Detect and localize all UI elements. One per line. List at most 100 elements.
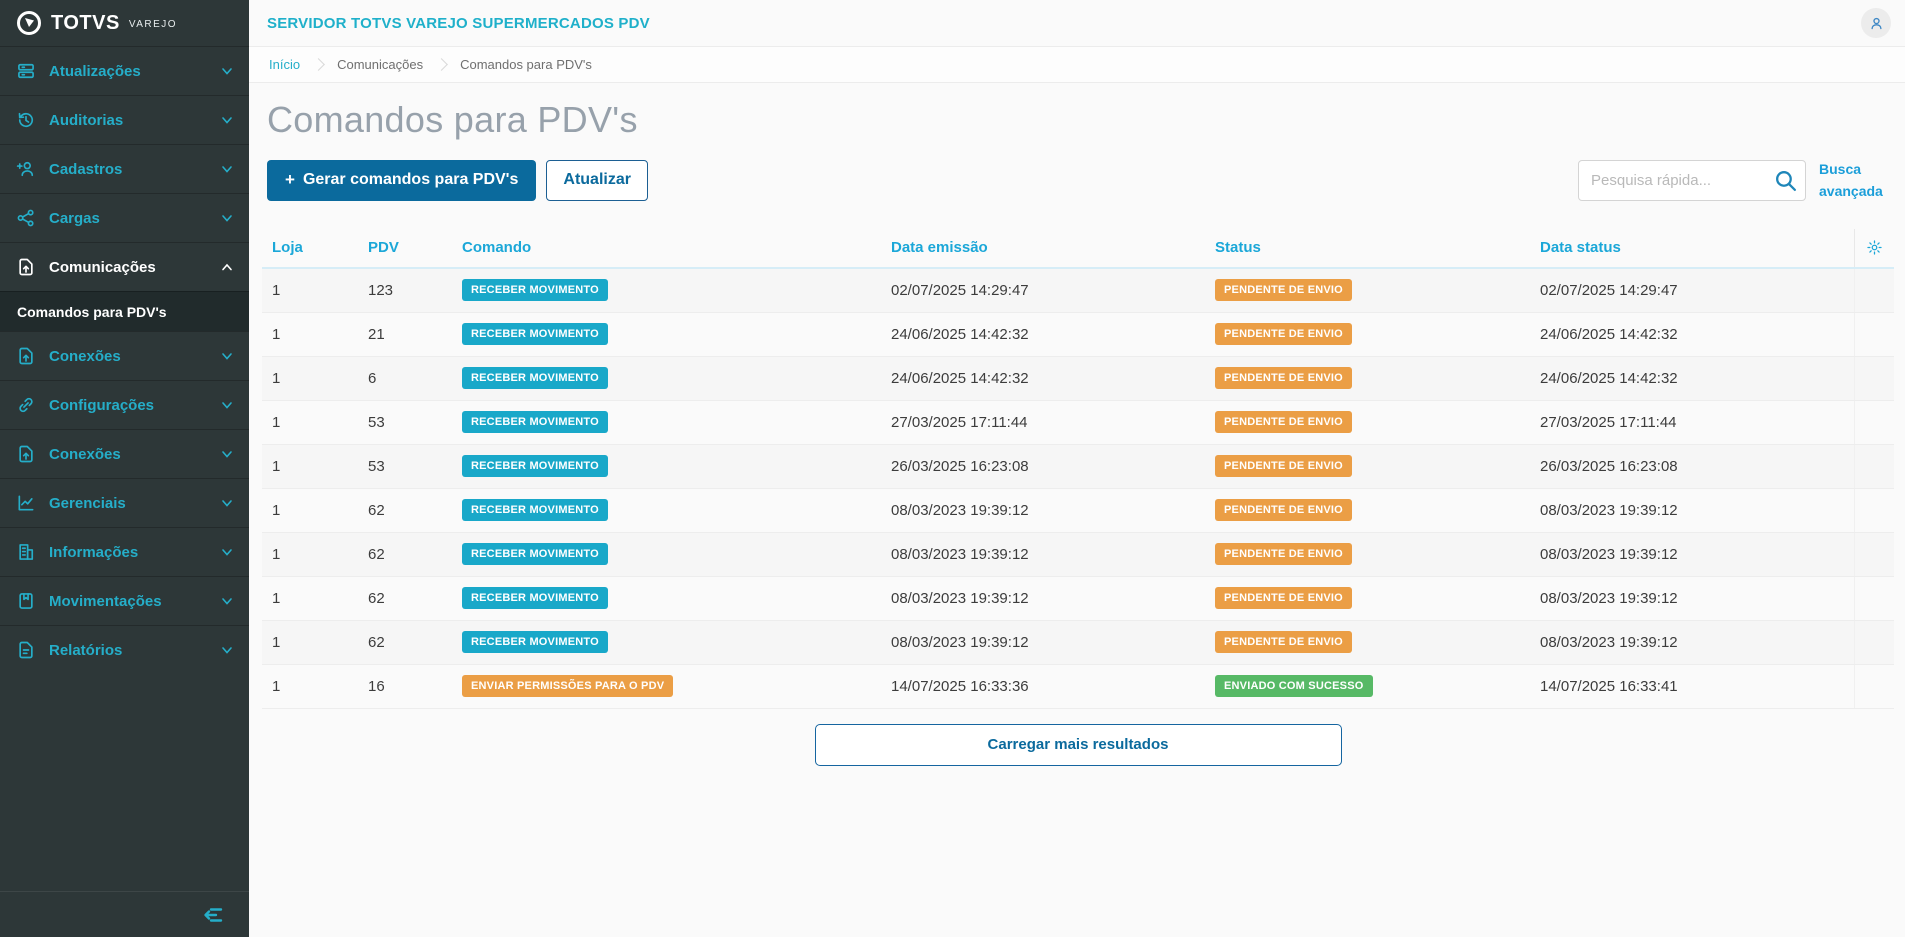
command-badge: RECEBER MOVIMENTO xyxy=(462,279,608,302)
table-row[interactable]: 1 62 RECEBER MOVIMENTO 08/03/2023 19:39:… xyxy=(262,488,1894,533)
toolbar: + Gerar comandos para PDV's Atualizar Bu… xyxy=(267,158,1891,203)
sidebar-item-configuracoes[interactable]: Configurações xyxy=(0,380,249,429)
cell-data-status: 27/03/2025 17:11:44 xyxy=(1540,413,1677,431)
app-logo: TOTVS VAREJO xyxy=(0,0,249,46)
chevron-down-icon xyxy=(221,546,233,558)
cell-data-emissao: 08/03/2023 19:39:12 xyxy=(891,545,1029,563)
chevron-down-icon xyxy=(221,65,233,77)
totvs-logo-icon xyxy=(17,11,41,35)
share-icon xyxy=(16,208,36,228)
cell-loja: 1 xyxy=(272,501,281,519)
table-header-row: Loja PDV Comando Data emissão Status Dat… xyxy=(262,228,1894,269)
sidebar-item-gerenciais[interactable]: Gerenciais xyxy=(0,478,249,527)
logo-text: TOTVS xyxy=(51,11,120,34)
status-badge: PENDENTE DE ENVIO xyxy=(1215,587,1352,610)
table-row[interactable]: 1 62 RECEBER MOVIMENTO 08/03/2023 19:39:… xyxy=(262,576,1894,621)
command-badge: RECEBER MOVIMENTO xyxy=(462,631,608,654)
status-badge: PENDENTE DE ENVIO xyxy=(1215,499,1352,522)
cell-data-status: 08/03/2023 19:39:12 xyxy=(1540,589,1678,607)
file-upload-icon xyxy=(16,346,36,366)
file-upload-icon xyxy=(16,257,36,277)
cell-loja: 1 xyxy=(272,413,281,431)
sidebar-item-label: Atualizações xyxy=(49,62,141,80)
sidebar-item-informacoes[interactable]: Informações xyxy=(0,527,249,576)
chevron-down-icon xyxy=(221,399,233,411)
sidebar: TOTVS VAREJO Atualizações Auditorias Cad… xyxy=(0,0,249,937)
table-row[interactable]: 1 6 RECEBER MOVIMENTO 24/06/2025 14:42:3… xyxy=(262,356,1894,401)
command-badge: RECEBER MOVIMENTO xyxy=(462,455,608,478)
file-upload-icon xyxy=(16,444,36,464)
cell-loja: 1 xyxy=(272,369,281,387)
refresh-button[interactable]: Atualizar xyxy=(546,159,648,201)
history-icon xyxy=(16,110,36,130)
sidebar-item-movimentacoes[interactable]: Movimentações xyxy=(0,576,249,625)
sidebar-item-relatorios[interactable]: Relatórios xyxy=(0,625,249,674)
command-badge: RECEBER MOVIMENTO xyxy=(462,499,608,522)
column-header-data-status: Data status xyxy=(1540,239,1621,257)
cell-loja: 1 xyxy=(272,457,281,475)
table-row[interactable]: 1 53 RECEBER MOVIMENTO 26/03/2025 16:23:… xyxy=(262,444,1894,489)
cell-data-status: 02/07/2025 14:29:47 xyxy=(1540,281,1678,299)
sidebar-item-label: Conexões xyxy=(49,445,121,463)
table-row[interactable]: 1 123 RECEBER MOVIMENTO 02/07/2025 14:29… xyxy=(262,268,1894,313)
generate-commands-button[interactable]: + Gerar comandos para PDV's xyxy=(267,159,537,201)
column-header-pdv: PDV xyxy=(368,239,399,257)
cell-pdv: 21 xyxy=(368,325,385,343)
status-badge: PENDENTE DE ENVIO xyxy=(1215,367,1352,390)
cell-data-emissao: 24/06/2025 14:42:32 xyxy=(891,325,1029,343)
report-icon xyxy=(16,640,36,660)
table-row[interactable]: 1 62 RECEBER MOVIMENTO 08/03/2023 19:39:… xyxy=(262,532,1894,577)
command-badge: ENVIAR PERMISSÕES PARA O PDV xyxy=(462,675,674,698)
cell-data-status: 08/03/2023 19:39:12 xyxy=(1540,545,1678,563)
table-row[interactable]: 1 62 RECEBER MOVIMENTO 08/03/2023 19:39:… xyxy=(262,620,1894,665)
sidebar-item-auditorias[interactable]: Auditorias xyxy=(0,95,249,144)
advanced-search-link[interactable]: Busca avançada xyxy=(1819,161,1883,200)
chevron-right-icon xyxy=(435,58,448,71)
cell-data-status: 08/03/2023 19:39:12 xyxy=(1540,501,1678,519)
generate-commands-label: Gerar comandos para PDV's xyxy=(302,171,519,189)
chevron-down-icon xyxy=(221,448,233,460)
table-row[interactable]: 1 21 RECEBER MOVIMENTO 24/06/2025 14:42:… xyxy=(262,312,1894,357)
table-row[interactable]: 1 53 RECEBER MOVIMENTO 27/03/2025 17:11:… xyxy=(262,400,1894,445)
breadcrumb-comunicacoes[interactable]: Comunicações xyxy=(337,57,424,72)
load-more-button[interactable]: Carregar mais resultados xyxy=(814,723,1342,766)
chevron-down-icon xyxy=(221,114,233,126)
status-badge: PENDENTE DE ENVIO xyxy=(1215,279,1352,302)
sidebar-item-label: Relatórios xyxy=(49,641,123,659)
table-settings-gear-icon[interactable] xyxy=(1854,228,1894,267)
page-title: Comandos para PDV's xyxy=(267,99,638,140)
cell-pdv: 62 xyxy=(368,545,385,563)
breadcrumb: Início Comunicações Comandos para PDV's xyxy=(249,46,1905,83)
book-icon xyxy=(16,591,36,611)
column-header-loja: Loja xyxy=(272,239,303,257)
collapse-sidebar-icon[interactable] xyxy=(201,906,223,924)
sidebar-item-atualizacoes[interactable]: Atualizações xyxy=(0,46,249,95)
sidebar-item-cargas[interactable]: Cargas xyxy=(0,193,249,242)
sidebar-item-label: Cadastros xyxy=(49,160,123,178)
command-badge: RECEBER MOVIMENTO xyxy=(462,543,608,566)
top-header: SERVIDOR TOTVS VAREJO SUPERMERCADOS PDV xyxy=(249,0,1905,46)
sidebar-item-comunicacoes[interactable]: Comunicações xyxy=(0,242,249,291)
sidebar-item-label: Informações xyxy=(49,543,139,561)
status-badge: PENDENTE DE ENVIO xyxy=(1215,323,1352,346)
cell-pdv: 16 xyxy=(368,677,385,695)
load-more-container: Carregar mais resultados xyxy=(262,723,1894,766)
search-icon[interactable] xyxy=(1773,168,1798,193)
sidebar-nav: Atualizações Auditorias Cadastros Cargas… xyxy=(0,46,249,674)
status-badge: PENDENTE DE ENVIO xyxy=(1215,543,1352,566)
plus-icon: + xyxy=(285,170,295,190)
search-input[interactable] xyxy=(1578,159,1806,201)
user-avatar[interactable] xyxy=(1861,8,1891,38)
table-row[interactable]: 1 16 ENVIAR PERMISSÕES PARA O PDV 14/07/… xyxy=(262,664,1894,709)
breadcrumb-inicio[interactable]: Início xyxy=(269,57,301,72)
sidebar-subitem-comandos-para-pdvs[interactable]: Comandos para PDV's xyxy=(0,291,249,331)
sidebar-item-cadastros[interactable]: Cadastros xyxy=(0,144,249,193)
cell-data-emissao: 27/03/2025 17:11:44 xyxy=(891,413,1028,431)
chevron-down-icon xyxy=(221,595,233,607)
sidebar-item-conexoes-1[interactable]: Conexões xyxy=(0,331,249,380)
building-icon xyxy=(16,542,36,562)
sidebar-item-label: Movimentações xyxy=(49,592,162,610)
sidebar-item-conexoes-2[interactable]: Conexões xyxy=(0,429,249,478)
cell-pdv: 123 xyxy=(368,281,394,299)
cell-loja: 1 xyxy=(272,589,281,607)
